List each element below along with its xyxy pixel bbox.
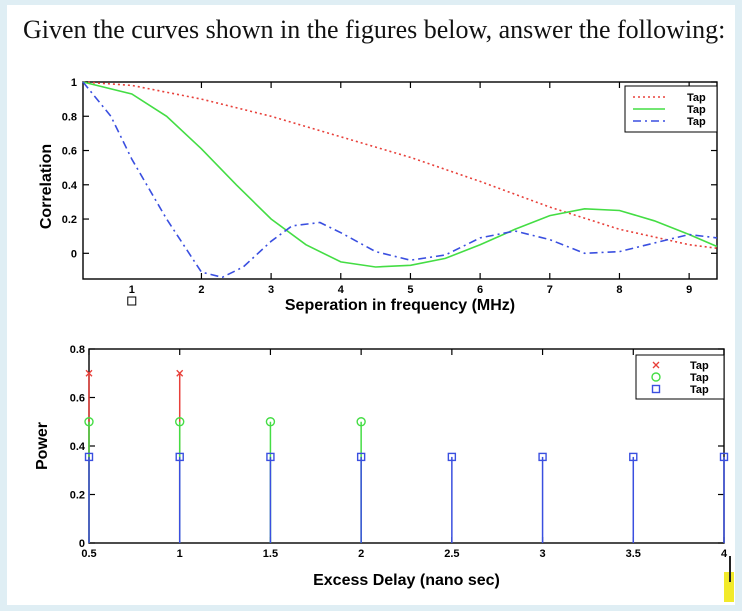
x-tick-label: 0.5 [81,548,96,560]
stem-marker-series-2 [356,417,366,427]
marker-stroke [85,369,93,377]
stem-marker-series-3 [538,452,547,462]
x-tick-label: 1 [129,284,135,296]
marker-stroke [652,361,660,369]
stem-marker-series-2 [84,417,94,427]
stem-marker-series-3 [719,452,729,462]
y-tick-label: 0 [79,538,85,550]
legend-marker [651,384,661,394]
stem-marker-series-1 [176,369,184,377]
legend-marker [651,372,661,382]
legend-label: Tap [690,384,709,396]
x-tick-label: 2 [198,284,204,296]
legend-label: Tap [687,116,706,128]
x-tick-label: 9 [686,284,692,296]
x-axis-label: Seperation in frequency (MHz) [285,297,515,314]
y-tick-label: 0.4 [62,180,78,192]
x-tick-label: 3 [268,284,274,296]
y-axis-label: Power [34,422,51,470]
stem-marker-series-3 [356,452,366,462]
legend-label: Tap [687,92,706,104]
marker-stroke [176,369,184,377]
y-tick-label: 0.2 [62,214,77,226]
y-tick-label: 0 [71,248,77,260]
x-axis-label: Excess Delay (nano sec) [313,572,500,589]
x-tick-label: 6 [477,284,483,296]
x-tick-label: 4 [721,548,728,560]
stem-marker-series-3 [266,452,275,462]
power-delay-chart: 0.8 0.6 0.4 0.2 00.5 1 1.5 2 2.5 3 3.5 4 Excess Dela… [34,344,729,589]
x-tick-label: 2 [358,548,364,560]
y-tick-label: 0.6 [62,146,77,158]
y-tick-label: 0.6 [70,393,85,405]
legend-label: Tap [690,360,709,372]
plot-frame [82,81,718,280]
stem-marker-series-1 [85,369,93,377]
x-tick-label: 5 [407,284,413,296]
y-tick-label: 1 [71,77,77,89]
stem-marker-series-2 [175,417,185,427]
text-cursor-highlight [724,572,734,602]
slide-frame: Given the curves shown in the figures be… [7,5,735,605]
y-tick-label: 0.8 [70,344,85,356]
x-tick-label: 4 [338,284,345,296]
series-line-1 [82,81,718,249]
stem-marker-series-3 [84,452,94,462]
y-tick-label: 0.2 [70,490,85,502]
legend-box [635,354,725,400]
correlation-chart: 1 0.8 0.6 0.4 0.2 0 2 3 4 5 6 7 8 9 1 Seperation in fre… [38,77,718,314]
stem-marker-series-3 [175,452,184,462]
x-tick-label: 8 [616,284,622,296]
x-tick-label: 1 [177,548,183,560]
series-line-2 [82,81,718,268]
x-tick-label: 7 [547,284,553,296]
y-axis-label: Correlation [38,144,55,229]
legend-box [624,85,718,133]
x-tick-label: 3 [540,548,546,560]
x-tick-label: 1.5 [263,548,278,560]
x-tick-label: 3.5 [626,548,641,560]
placeholder-box-icon [127,296,137,306]
legend-marker [652,361,660,369]
plot-frame [88,348,725,544]
stem-marker-series-2 [265,417,276,427]
text-cursor [729,556,731,582]
stem-marker-series-3 [629,452,638,462]
legend-label: Tap [687,104,706,116]
stem-marker-series-3 [447,452,457,462]
legend-label: Tap [690,372,709,384]
series-line-3 [82,81,718,279]
question-text: Given the curves shown in the figures be… [23,15,726,44]
y-tick-label: 0.8 [62,111,77,123]
y-tick-label: 0.4 [70,441,86,453]
x-tick-label: 2.5 [444,548,459,560]
